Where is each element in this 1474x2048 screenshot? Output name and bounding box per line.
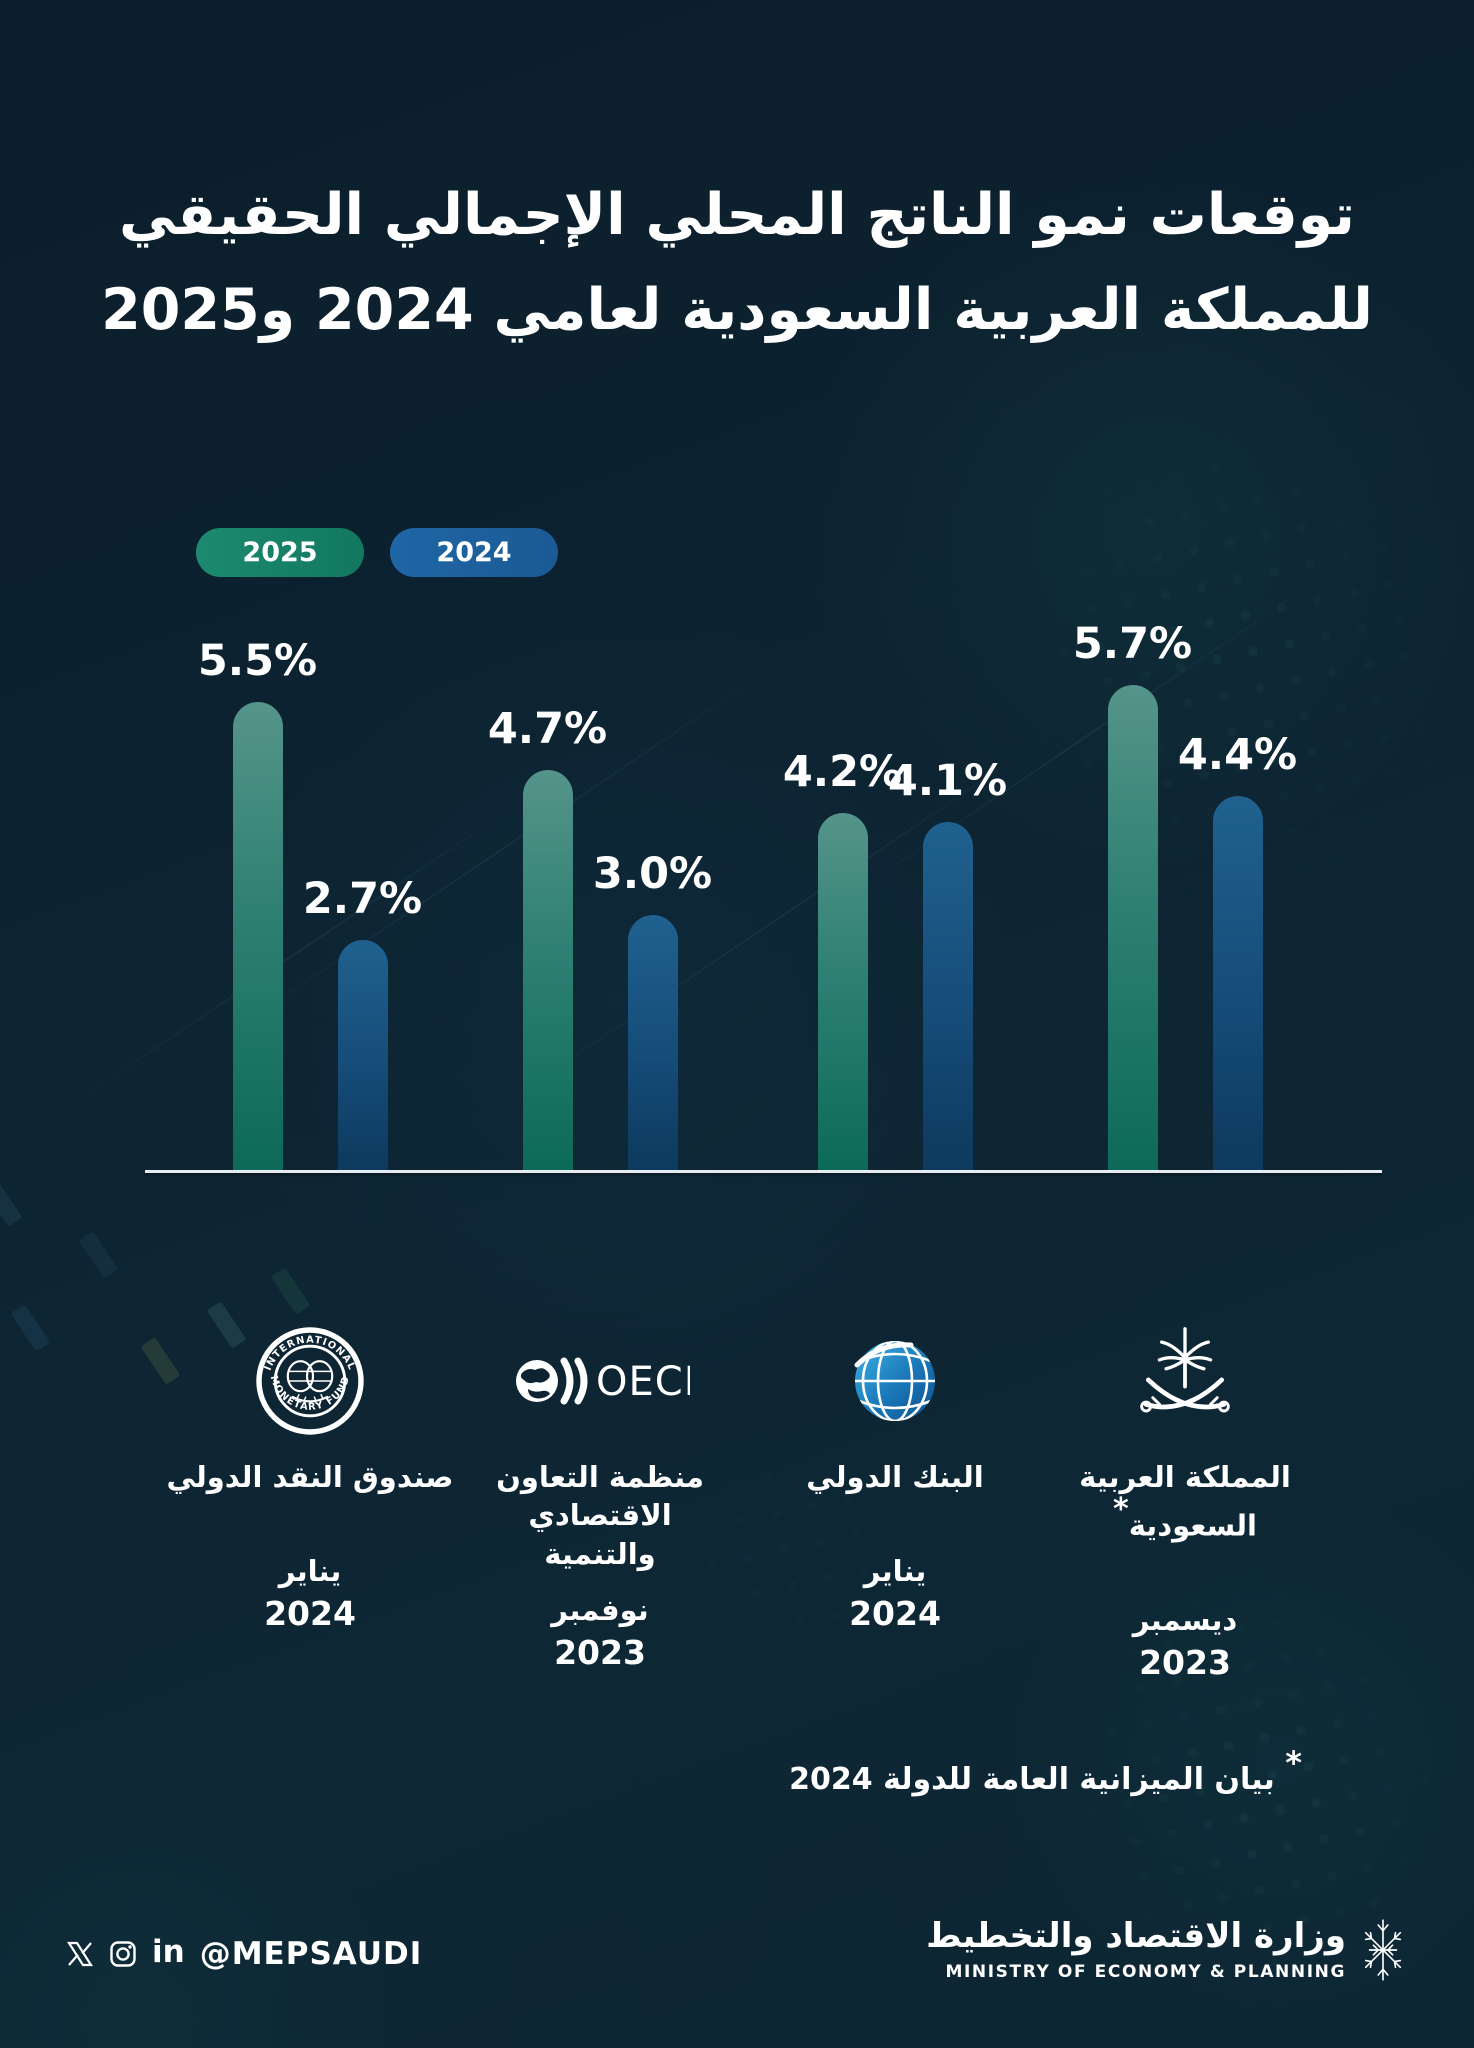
footnote-asterisk: * bbox=[1285, 1744, 1302, 1782]
footnote-marker: * bbox=[1113, 1492, 1129, 1528]
bar-value-label: 4.7% bbox=[487, 704, 608, 754]
title-line-2: للمملكة العربية السعودية لعامي 2024 و202… bbox=[101, 276, 1373, 343]
x-icon bbox=[66, 1940, 94, 1968]
social-handle: @MEPSAUDI bbox=[199, 1936, 423, 1972]
footnote-text: بيان الميزانية العامة للدولة 2024 bbox=[789, 1762, 1275, 1797]
source-column-world-bank: البنك الدولي يناير 2024 bbox=[745, 1310, 1045, 1633]
bar-value-label: 4.4% bbox=[1177, 730, 1298, 780]
org-label-imf: صندوق النقد الدولي bbox=[166, 1460, 454, 1494]
date-month-ksa: ديسمبر bbox=[1132, 1603, 1238, 1638]
bar-value-label: 2.7% bbox=[302, 874, 423, 924]
title-line-1: توقعات نمو الناتج المحلي الإجمالي الحقيق… bbox=[119, 182, 1355, 248]
bar-2025-0 bbox=[232, 702, 283, 1170]
instagram-icon bbox=[109, 1940, 137, 1968]
bar-2025-3 bbox=[1107, 685, 1158, 1170]
source-column-oecd: OECD منظمة التعاون الاقتصادي والتنمية نو… bbox=[450, 1310, 750, 1672]
date-month-world-bank: يناير bbox=[863, 1554, 927, 1589]
bar-2024-1 bbox=[627, 915, 678, 1170]
ministry-emblem-icon bbox=[1358, 1916, 1408, 1984]
ministry-logo: وزارة الاقتصاد والتخطيط MINISTRY OF ECON… bbox=[926, 1916, 1408, 1984]
date-year-oecd: 2023 bbox=[554, 1632, 646, 1672]
date-month-oecd: نوفمبر bbox=[551, 1592, 649, 1627]
linkedin-icon: in bbox=[152, 1933, 185, 1970]
oecd-logo: OECD bbox=[450, 1310, 750, 1452]
org-label-world-bank: البنك الدولي bbox=[806, 1460, 984, 1494]
bar-2024-2 bbox=[922, 822, 973, 1170]
bar-2024-0 bbox=[337, 940, 388, 1170]
date-year-world-bank: 2024 bbox=[849, 1594, 941, 1634]
bar-value-label: 4.2% bbox=[782, 747, 903, 797]
ministry-text: وزارة الاقتصاد والتخطيط MINISTRY OF ECON… bbox=[926, 1916, 1346, 1982]
source-column-imf: INTERNATIONAL MONETARY FUND صندوق النقد … bbox=[160, 1310, 460, 1633]
page-title: توقعات نمو الناتج المحلي الإجمالي الحقيق… bbox=[0, 168, 1474, 357]
ministry-name-english: MINISTRY OF ECONOMY & PLANNING bbox=[945, 1961, 1346, 1982]
chart-baseline bbox=[145, 1170, 1382, 1173]
date-year-ksa: 2023 bbox=[1139, 1643, 1231, 1683]
imf-logo: INTERNATIONAL MONETARY FUND bbox=[160, 1310, 460, 1452]
social-bar: in @MEPSAUDI bbox=[66, 1936, 422, 1972]
bar-value-label: 5.7% bbox=[1072, 619, 1193, 669]
footnote: * بيان الميزانية العامة للدولة 2024 bbox=[789, 1744, 1302, 1797]
bar-2024-3 bbox=[1212, 796, 1263, 1170]
svg-text:MONETARY FUND: MONETARY FUND bbox=[268, 1374, 353, 1413]
world-bank-logo bbox=[745, 1310, 1045, 1452]
org-label-ksa: المملكة العربية السعودية* bbox=[1079, 1460, 1291, 1543]
bar-2025-1 bbox=[522, 770, 573, 1170]
bar-2025-2 bbox=[817, 813, 868, 1170]
date-year-imf: 2024 bbox=[264, 1594, 356, 1634]
bar-value-label: 4.1% bbox=[887, 756, 1008, 806]
date-month-imf: يناير bbox=[278, 1554, 342, 1589]
bar-value-label: 5.5% bbox=[197, 636, 318, 686]
svg-text:OECD: OECD bbox=[596, 1359, 690, 1405]
ksa-emblem bbox=[1035, 1310, 1335, 1452]
legend-pill-2025: 2025 bbox=[196, 528, 364, 577]
chart-legend: 2025 2024 bbox=[196, 528, 558, 577]
source-column-ksa: المملكة العربية السعودية* ديسمبر 2023 bbox=[1035, 1310, 1335, 1682]
ministry-name-arabic: وزارة الاقتصاد والتخطيط bbox=[926, 1916, 1346, 1957]
bar-value-label: 3.0% bbox=[592, 849, 713, 899]
org-label-oecd: منظمة التعاون الاقتصادي والتنمية bbox=[496, 1460, 704, 1571]
legend-pill-2024: 2024 bbox=[390, 528, 558, 577]
